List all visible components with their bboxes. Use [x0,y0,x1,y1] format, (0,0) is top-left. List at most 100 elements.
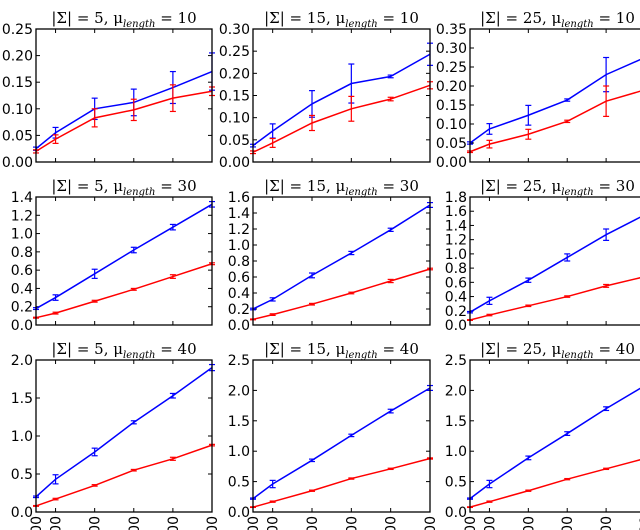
title-main: |Σ| = 5, μ [51,340,123,358]
title-tail: = 40 [594,340,635,358]
title-subscript: length [561,350,593,361]
y-tick-label: 0.10 [219,111,250,127]
x-tick-label: 500 [463,516,479,530]
y-tick-label: 1.8 [445,190,467,206]
x-tick-label: 2000 [521,516,537,530]
x-tick-label: 3000 [344,516,360,530]
red-error-bar [52,497,59,501]
subplot: |Σ| = 15, μlength = 40 0.0 0.5 1.0 1.5 2.0 2.5… [228,340,439,530]
red-error-bar [387,96,394,102]
y-tick-label: 1.0 [445,444,467,460]
blue-error-bar [603,228,610,241]
blue-error-bar [486,479,493,489]
title-subscript: length [345,350,377,361]
y-tick-label: 1.4 [11,190,33,206]
red-error-bar [486,500,493,503]
title-subscript: length [123,19,155,30]
y-tick-label: 0.6 [228,270,250,286]
title-subscript: length [123,187,155,198]
y-tick-label: 0.10 [436,117,467,133]
subplot: |Σ| = 25, μlength = 10 0.00 0.05 0.10 0.15 0.… [436,9,640,171]
y-tick-label: 0.0 [11,318,33,334]
red-error-bar [52,311,59,315]
axes-frame [35,28,213,163]
y-tick-label: 0.2 [445,304,467,320]
subplot: |Σ| = 25, μlength = 30 0.00.20.40.60.81.0… [445,177,640,334]
blue-series-line [469,216,640,313]
y-tick-label: 2.5 [445,353,467,369]
subplot-title: |Σ| = 25, μlength = 10 [480,9,635,30]
title-main: |Σ| = 15, μ [264,340,345,358]
blue-error-bar [52,294,59,301]
red-error-bar [348,477,355,480]
y-tick-label: 0.0 [228,505,250,521]
y-tick-label: 1.5 [11,391,33,407]
blue-error-bar [387,74,394,79]
red-error-bar [348,291,355,295]
y-tick-label: 2.0 [445,383,467,399]
red-error-bar [486,139,493,149]
y-tick-label: 0.0 [445,505,467,521]
y-tick-label: 0.20 [436,79,467,95]
title-main: |Σ| = 15, μ [264,9,345,27]
y-tick-label: 0.4 [445,290,467,306]
x-tick-label: 5000 [423,516,439,530]
blue-error-bar [130,420,137,425]
title-tail: = 40 [155,340,196,358]
title-tail: = 10 [594,9,635,27]
red-error-bar [603,85,610,118]
red-error-bar [564,119,571,124]
red-error-bar [564,477,571,481]
y-tick-label: 0.5 [228,475,250,491]
blue-error-bar [387,408,394,414]
title-subscript: length [345,187,377,198]
red-series-line [469,277,640,321]
blue-error-bar [387,227,394,232]
x-tick-label: 2000 [88,516,104,530]
blue-series-line [35,203,213,310]
y-tick-label: 0.15 [2,75,33,91]
red-error-bar [525,489,532,492]
y-tick-label: 0.5 [445,475,467,491]
x-tick-label: 4000 [166,516,182,530]
y-tick-label: 2.0 [228,383,250,399]
y-tick-label: 0.5 [11,467,33,483]
blue-error-bar [348,433,355,438]
y-tick-label: 1.2 [445,233,467,249]
red-series-line [252,457,431,508]
x-tick-label: 5000 [638,516,640,530]
title-subscript: length [561,19,593,30]
y-tick-label: 0.20 [219,66,250,82]
y-tick-label: 0.8 [228,254,250,270]
x-tick-label: 5000 [205,516,221,530]
y-tick-label: 1.5 [228,414,250,430]
y-tick-label: 0.25 [2,22,33,38]
subplot-title: |Σ| = 25, μlength = 40 [480,340,635,361]
y-tick-label: 1.6 [228,190,250,206]
red-error-bar [525,128,532,140]
blue-error-bar [564,98,571,102]
red-error-bar [348,95,355,122]
y-tick-label: 0.15 [436,98,467,114]
red-series-line [469,90,640,153]
blue-error-bar [169,392,176,399]
y-tick-label: 1.4 [445,218,467,234]
subplot-title: |Σ| = 5, μlength = 10 [51,9,196,30]
red-error-bar [269,137,276,148]
subplot-title: |Σ| = 15, μlength = 10 [264,9,419,30]
red-error-bar [564,295,571,298]
x-tick-label: 4000 [384,516,400,530]
y-tick-label: 0.0 [445,318,467,334]
axes-frame [469,359,640,513]
axes-frame [252,28,431,163]
y-tick-label: 1.4 [228,206,250,222]
y-tick-label: 1.6 [445,204,467,220]
x-tick-label: 4000 [599,516,615,530]
blue-error-bar [269,479,276,489]
red-error-bar [387,467,394,471]
title-tail: = 30 [378,177,419,195]
red-error-bar [603,467,610,471]
axes-frame [469,28,640,163]
blue-error-bar [309,90,315,118]
x-tick-label: 500 [29,516,45,530]
